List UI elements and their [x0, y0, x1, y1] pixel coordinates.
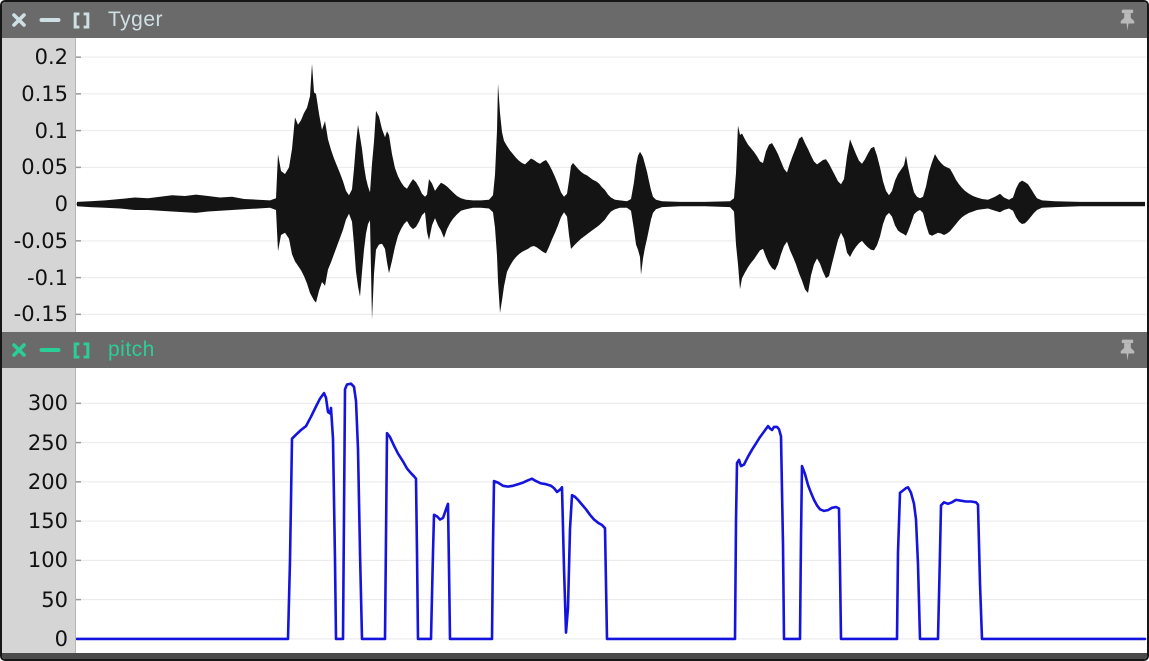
- pitch-plot[interactable]: [76, 368, 1147, 653]
- close-icon[interactable]: [10, 11, 28, 29]
- pitch-panel-body: 300 250 200 150 100 50 0: [2, 368, 1147, 653]
- y-tick-label: -0.15: [13, 302, 68, 327]
- y-tick-label: 50: [41, 587, 68, 612]
- pitch-y-axis: 300 250 200 150 100 50 0: [2, 368, 76, 653]
- y-tick-label: 250: [27, 430, 68, 455]
- panel-title: pitch: [108, 338, 155, 361]
- waveform-y-axis: 0.2 0.15 0.1 0.05 0 -0.05 -0.1 -0.15: [2, 38, 76, 332]
- y-tick-label: 0.1: [34, 118, 68, 143]
- waveform-panel-titlebar: Tyger: [2, 2, 1147, 38]
- maximize-icon[interactable]: [72, 341, 91, 360]
- minimize-icon[interactable]: [39, 341, 61, 359]
- close-icon[interactable]: [10, 341, 28, 359]
- minimize-icon[interactable]: [39, 11, 61, 29]
- pitch-panel-titlebar: pitch: [2, 332, 1147, 368]
- y-tick-label: -0.05: [13, 228, 68, 253]
- maximize-icon[interactable]: [72, 11, 91, 30]
- waveform-panel-body: 0.2 0.15 0.1 0.05 0 -0.05 -0.1 -0.15: [2, 38, 1147, 332]
- pin-icon[interactable]: [1118, 339, 1137, 362]
- y-tick-label: 0: [54, 192, 68, 217]
- y-tick-label: 0.2: [34, 45, 68, 70]
- panel-title: Tyger: [108, 8, 164, 31]
- y-tick-label: 0.05: [21, 155, 68, 180]
- y-tick-label: 100: [27, 548, 68, 573]
- y-tick-label: 0: [54, 626, 68, 651]
- waveform-shape: [77, 63, 1145, 320]
- pin-icon[interactable]: [1118, 9, 1137, 32]
- y-tick-label: 0.15: [21, 81, 68, 106]
- waveform-plot[interactable]: [76, 38, 1147, 332]
- pitch-contour-line: [76, 382, 1147, 641]
- y-tick-label: 200: [27, 469, 68, 494]
- y-tick-label: 150: [27, 509, 68, 534]
- y-tick-label: -0.1: [27, 265, 68, 290]
- y-tick-label: 300: [27, 391, 68, 416]
- window-bottom-strip: [2, 653, 1147, 659]
